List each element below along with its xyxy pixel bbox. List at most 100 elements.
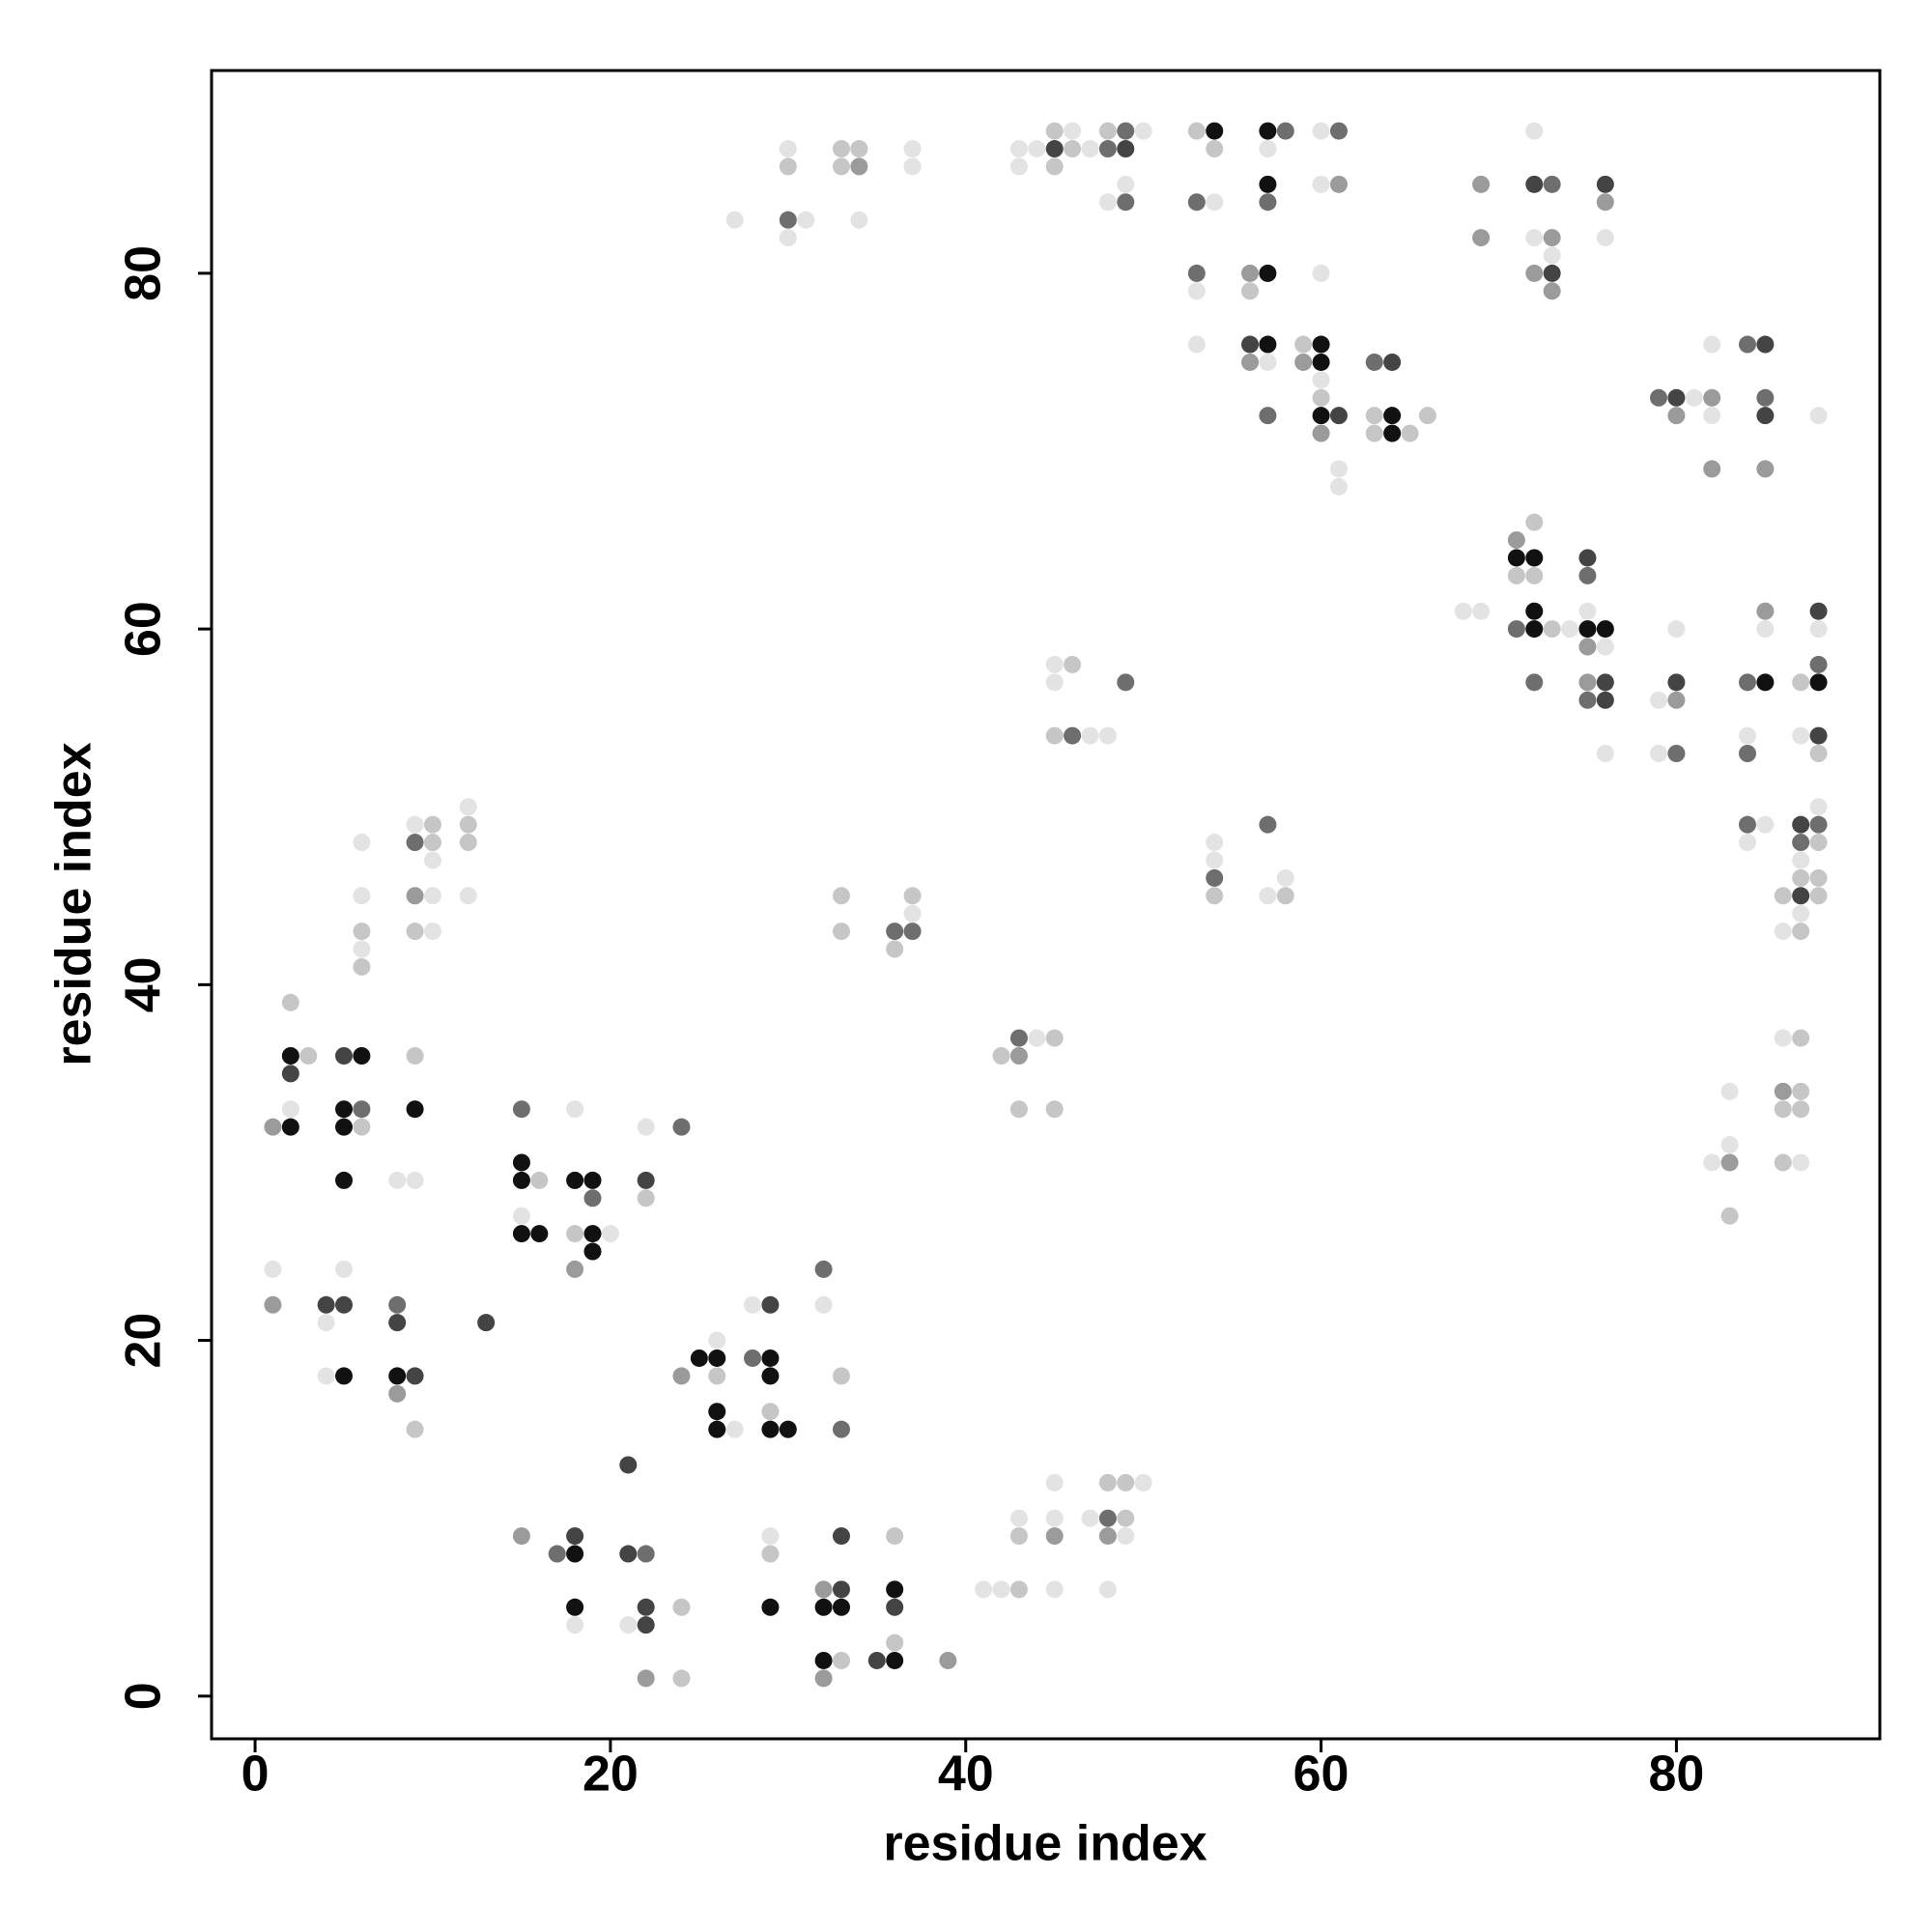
point — [1720, 1207, 1739, 1225]
point — [406, 1420, 424, 1438]
point — [1009, 1029, 1028, 1047]
point — [317, 1295, 335, 1314]
point — [1756, 815, 1775, 834]
point — [1596, 193, 1614, 212]
point — [1187, 335, 1206, 354]
point — [1650, 691, 1668, 709]
point — [601, 1225, 619, 1243]
point — [353, 923, 371, 941]
point — [423, 834, 441, 852]
point — [1809, 602, 1828, 620]
point — [761, 1403, 780, 1421]
point — [1098, 726, 1117, 745]
point — [637, 1616, 655, 1634]
point — [1738, 673, 1756, 692]
point — [1809, 834, 1828, 852]
point — [1401, 424, 1419, 442]
point — [1578, 620, 1597, 639]
point — [1117, 673, 1135, 692]
point — [566, 1171, 584, 1189]
point — [708, 1349, 726, 1367]
point — [512, 1100, 530, 1119]
point — [1312, 264, 1330, 282]
point — [1720, 1136, 1739, 1154]
point — [619, 1456, 638, 1474]
point — [1774, 1153, 1792, 1172]
point — [903, 904, 922, 923]
point — [1064, 140, 1082, 158]
point — [832, 140, 850, 158]
plot-frame — [210, 69, 1882, 1741]
point — [1383, 353, 1402, 371]
point — [1738, 726, 1756, 745]
point — [335, 1295, 354, 1314]
point — [406, 1367, 424, 1385]
point — [1650, 388, 1668, 407]
point — [1081, 726, 1099, 745]
point — [1045, 122, 1064, 140]
point — [992, 1580, 1010, 1599]
point — [1507, 620, 1525, 639]
point — [388, 1171, 407, 1189]
point — [1206, 851, 1224, 869]
point — [1543, 264, 1561, 282]
point — [335, 1171, 354, 1189]
point — [1241, 282, 1260, 300]
point — [353, 940, 371, 958]
point — [566, 1527, 584, 1546]
point — [886, 923, 904, 941]
point — [264, 1295, 282, 1314]
point — [406, 923, 424, 941]
point — [1507, 531, 1525, 550]
point — [1525, 602, 1544, 620]
point — [637, 1189, 655, 1208]
point — [1596, 175, 1614, 193]
point — [1259, 122, 1277, 140]
point — [850, 157, 868, 176]
point — [761, 1349, 780, 1367]
point — [1525, 122, 1544, 140]
point — [512, 1527, 530, 1546]
point — [1241, 264, 1260, 282]
point — [459, 815, 477, 834]
point — [886, 1651, 904, 1669]
point — [388, 1314, 407, 1332]
point — [814, 1598, 833, 1616]
point — [761, 1545, 780, 1563]
point — [975, 1580, 993, 1599]
point — [566, 1616, 584, 1634]
point — [903, 887, 922, 905]
point — [1383, 424, 1402, 442]
point — [299, 1046, 318, 1065]
point — [708, 1403, 726, 1421]
point — [672, 1669, 691, 1688]
point — [886, 1580, 904, 1599]
point — [1009, 1580, 1028, 1599]
point — [1045, 726, 1064, 745]
point — [281, 1118, 299, 1136]
point — [1365, 407, 1383, 425]
point — [1561, 620, 1579, 639]
point — [1507, 566, 1525, 584]
point — [1507, 549, 1525, 567]
point — [1276, 122, 1294, 140]
point — [1259, 887, 1277, 905]
point — [1578, 673, 1597, 692]
point — [903, 923, 922, 941]
point — [1117, 175, 1135, 193]
point — [1312, 388, 1330, 407]
point — [353, 957, 371, 976]
x-tick-label: 40 — [938, 1747, 994, 1803]
point — [335, 1118, 354, 1136]
point — [1596, 638, 1614, 656]
point — [566, 1100, 584, 1119]
point — [1809, 673, 1828, 692]
point — [1312, 371, 1330, 389]
point — [814, 1580, 833, 1599]
point — [1792, 868, 1810, 887]
point — [388, 1295, 407, 1314]
point — [1703, 335, 1721, 354]
point — [335, 1100, 354, 1119]
point — [832, 1598, 850, 1616]
point — [1098, 193, 1117, 212]
